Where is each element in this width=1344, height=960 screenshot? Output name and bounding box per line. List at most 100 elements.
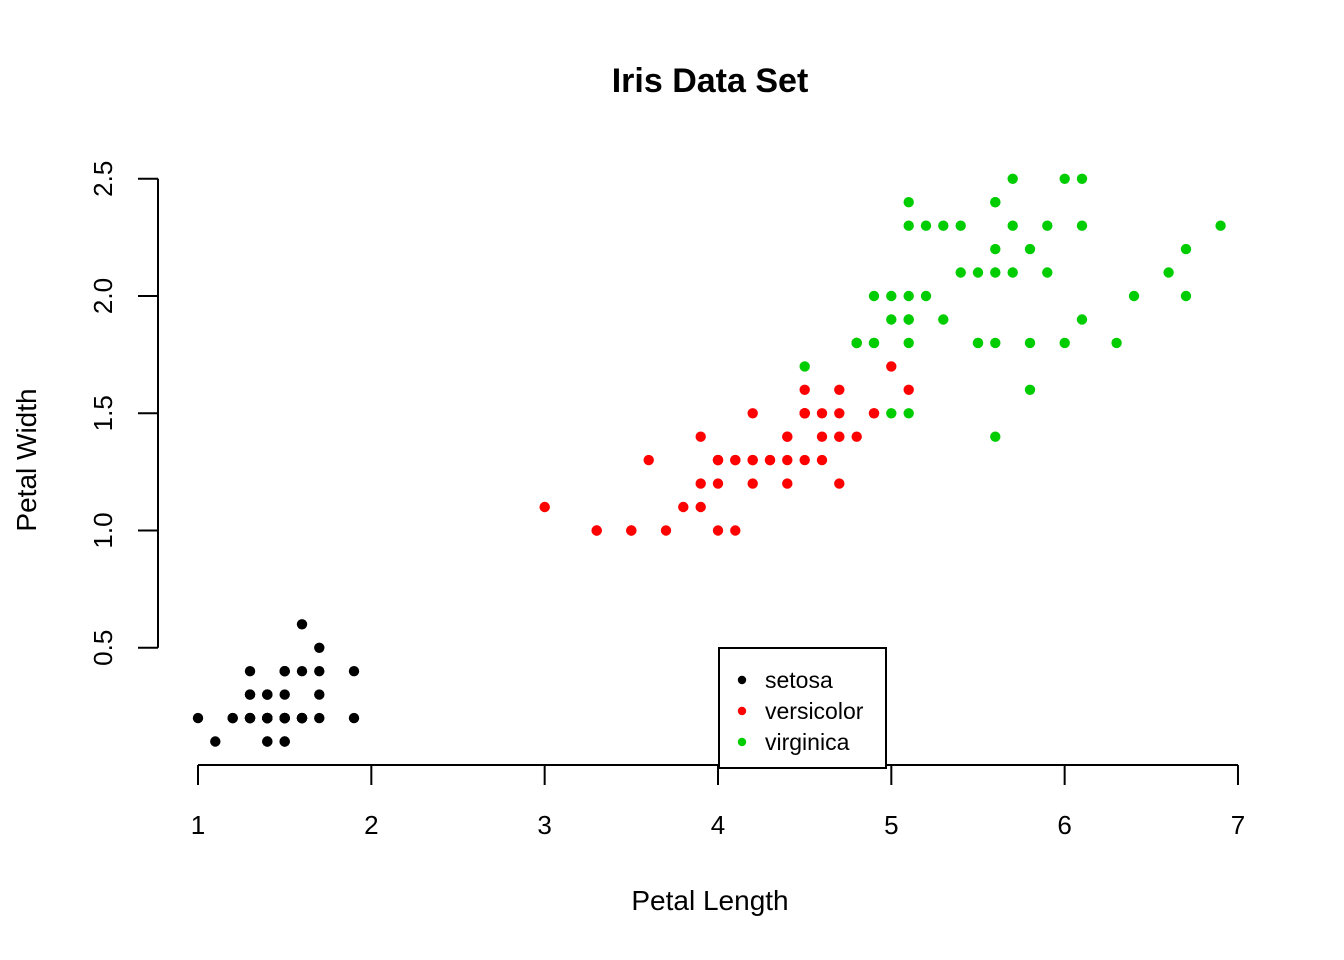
- data-point: [747, 478, 758, 489]
- data-point: [712, 454, 724, 466]
- data-point: [834, 478, 845, 489]
- data-point: [903, 220, 914, 231]
- data-point: [799, 408, 810, 419]
- x-axis-label: Petal Length: [631, 885, 788, 916]
- data-point: [262, 689, 273, 700]
- legend-item-virginica: virginica: [737, 729, 850, 755]
- data-point: [712, 525, 724, 536]
- data-point: [747, 454, 758, 466]
- data-point: [695, 501, 706, 513]
- data-point: [955, 267, 966, 278]
- data-point: [1076, 220, 1088, 231]
- data-point: [799, 454, 810, 466]
- data-point: [591, 525, 602, 536]
- data-point: [1059, 337, 1070, 349]
- data-point: [314, 642, 325, 653]
- data-point: [799, 384, 810, 395]
- legend-label: versicolor: [765, 698, 864, 724]
- data-point: [1076, 314, 1088, 325]
- data-point: [938, 314, 949, 325]
- data-point: [262, 712, 273, 724]
- y-tick-label: 2.0: [88, 278, 118, 314]
- data-point: [1215, 220, 1226, 231]
- data-point: [296, 666, 308, 677]
- data-point: [799, 361, 810, 372]
- x-tick-label: 2: [364, 810, 378, 840]
- data-point: [279, 712, 290, 724]
- data-point: [296, 619, 308, 630]
- data-point: [678, 501, 689, 513]
- data-point: [834, 408, 845, 419]
- data-points: [192, 173, 1226, 747]
- legend-label: setosa: [765, 667, 833, 693]
- data-point: [990, 243, 1001, 255]
- y-tick-label: 1.5: [88, 395, 118, 431]
- data-point: [834, 431, 845, 442]
- data-point: [192, 712, 204, 724]
- data-point: [262, 736, 273, 747]
- data-point: [1024, 337, 1036, 349]
- legend-marker: [737, 675, 747, 685]
- data-point: [1024, 243, 1036, 255]
- data-point: [1042, 267, 1053, 278]
- data-point: [868, 337, 880, 349]
- data-point: [903, 314, 914, 325]
- data-point: [903, 384, 914, 395]
- data-point: [227, 712, 238, 724]
- data-point: [1059, 173, 1070, 184]
- data-point: [279, 689, 290, 700]
- series-virginica: [799, 173, 1226, 442]
- data-point: [296, 712, 308, 724]
- legend-items: setosa versicolor virginica: [737, 667, 864, 755]
- data-point: [1007, 267, 1018, 278]
- data-point: [972, 337, 984, 349]
- y-tick-label: 0.5: [88, 630, 118, 666]
- y-tick-label: 2.5: [88, 161, 118, 197]
- data-point: [886, 314, 897, 325]
- data-point: [314, 666, 325, 677]
- data-point: [695, 478, 706, 489]
- data-point: [279, 736, 290, 747]
- data-point: [1042, 220, 1053, 231]
- data-point: [1076, 173, 1088, 184]
- data-point: [851, 337, 862, 349]
- data-point: [886, 408, 897, 419]
- legend-item-setosa: setosa: [737, 667, 833, 693]
- data-point: [903, 290, 914, 302]
- data-point: [764, 454, 776, 466]
- data-point: [903, 408, 914, 419]
- data-point: [1024, 384, 1036, 395]
- legend-box: [718, 647, 887, 769]
- data-point: [348, 666, 360, 677]
- y-axis-label: Petal Width: [11, 388, 42, 531]
- x-tick-label: 1: [191, 810, 205, 840]
- data-point: [348, 712, 360, 724]
- data-point: [1007, 220, 1018, 231]
- y-tick-label: 1.0: [88, 512, 118, 548]
- data-point: [955, 220, 966, 231]
- legend: setosa versicolor virginica: [718, 647, 887, 769]
- data-point: [244, 666, 256, 677]
- legend-label: virginica: [765, 729, 850, 755]
- data-point: [712, 478, 724, 489]
- data-point: [626, 525, 637, 536]
- data-point: [868, 408, 880, 419]
- data-point: [834, 384, 845, 395]
- data-point: [816, 431, 828, 442]
- data-point: [990, 337, 1001, 349]
- data-point: [244, 712, 256, 724]
- data-point: [851, 431, 862, 442]
- data-point: [1163, 267, 1174, 278]
- data-point: [244, 689, 256, 700]
- data-point: [660, 525, 672, 536]
- x-tick-label: 3: [537, 810, 551, 840]
- legend-marker: [737, 737, 747, 747]
- data-point: [903, 197, 914, 208]
- data-point: [903, 337, 914, 349]
- data-point: [938, 220, 949, 231]
- data-point: [695, 431, 706, 442]
- chart-title: Iris Data Set: [612, 62, 809, 100]
- data-point: [279, 666, 290, 677]
- y-axis: 0.5 1.0 1.5 2.0 2.5: [88, 161, 159, 666]
